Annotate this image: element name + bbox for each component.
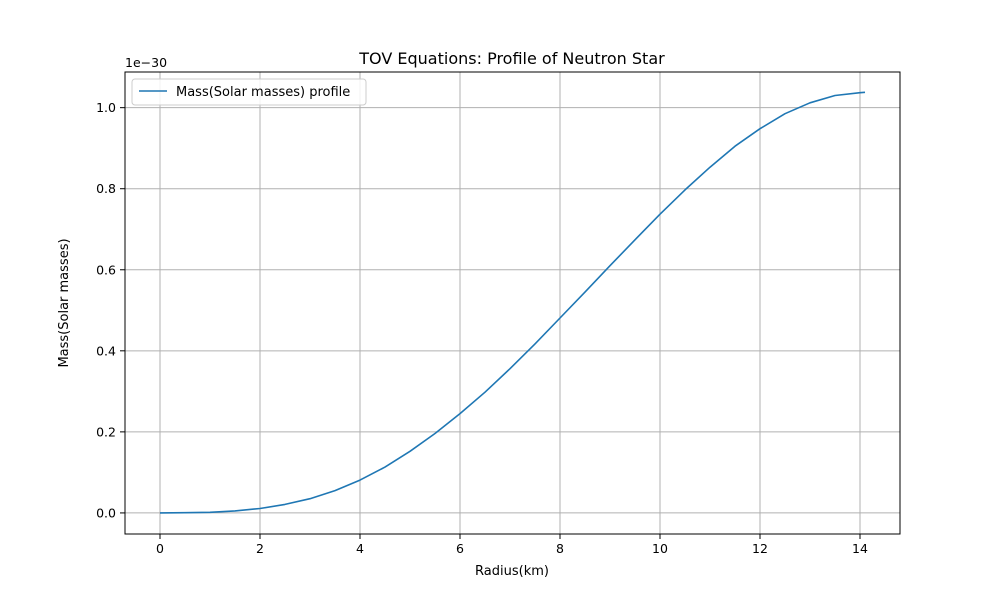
axes-frame <box>124 71 901 535</box>
legend: Mass(Solar masses) profile <box>131 78 367 106</box>
ticks: 0 2 4 6 8 10 12 14 0.0 0.2 0.4 0.6 0.8 1.0 <box>96 100 868 556</box>
y-tick-label: 1.0 <box>96 100 116 115</box>
x-tick-label: 12 <box>752 541 768 556</box>
series-line-mass-profile <box>159 91 866 514</box>
y-tick-label: 0.4 <box>96 343 116 358</box>
chart-title: TOV Equations: Profile of Neutron Star <box>358 49 665 68</box>
legend-entry-label: Mass(Solar masses) profile <box>176 85 350 100</box>
x-axis-label: Radius(km) <box>475 564 549 579</box>
x-tick-label: 10 <box>652 541 668 556</box>
x-tick-label: 2 <box>256 541 264 556</box>
y-tick-label: 0.8 <box>96 181 116 196</box>
y-tick-label: 0.0 <box>96 505 116 520</box>
y-tick-label: 0.2 <box>96 424 116 439</box>
plot-area <box>159 91 866 514</box>
y-axis-label: Mass(Solar masses) <box>57 238 72 367</box>
x-tick-label: 0 <box>156 541 164 556</box>
legend-box <box>131 78 367 106</box>
x-tick-label: 8 <box>556 541 564 556</box>
x-tick-label: 4 <box>356 541 364 556</box>
grid <box>125 72 900 534</box>
x-tick-label: 14 <box>852 541 868 556</box>
y-tick-label: 0.6 <box>96 262 116 277</box>
y-offset-text: 1e−30 <box>125 55 167 70</box>
x-tick-label: 6 <box>456 541 464 556</box>
